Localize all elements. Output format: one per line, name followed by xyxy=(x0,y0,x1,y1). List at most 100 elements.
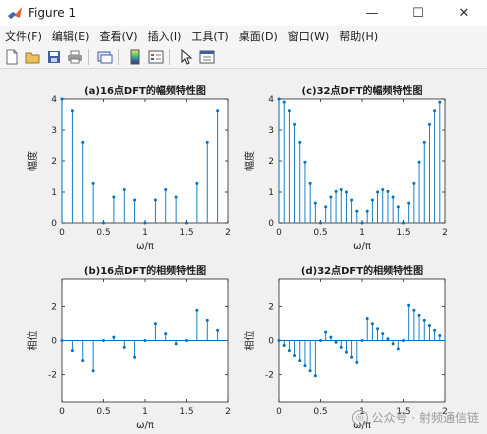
stem-marker xyxy=(402,221,405,225)
link-plot-icon[interactable] xyxy=(96,48,114,66)
stem-marker xyxy=(407,201,411,205)
y-tick-label: 4 xyxy=(268,95,274,105)
stem-marker xyxy=(334,189,338,193)
title-bar: Figure 1 — ☐ ✕ xyxy=(0,0,487,26)
stem-marker xyxy=(164,188,168,192)
window-title: Figure 1 xyxy=(28,6,77,20)
stem-marker xyxy=(60,339,64,342)
stem-marker xyxy=(205,318,209,322)
stem-marker xyxy=(412,308,416,312)
y-tick-label: 0 xyxy=(268,337,274,347)
close-button[interactable]: ✕ xyxy=(458,5,470,21)
menu-insert[interactable]: 插入(I) xyxy=(147,29,182,43)
stem-marker xyxy=(433,328,437,332)
stem-marker xyxy=(402,339,405,342)
chart-3: 0 0.5 1 1.5 2 2 0 -2 (b)16点DFT的相频特性图 ω/π 相位 xyxy=(26,264,231,431)
stem-marker xyxy=(391,342,395,346)
stem-marker xyxy=(417,313,421,317)
window-controls: — ☐ ✕ xyxy=(349,0,487,26)
stem-marker xyxy=(396,205,400,209)
stem-marker xyxy=(298,140,302,144)
x-tick-label: 1 xyxy=(142,407,148,417)
maximize-button[interactable]: ☐ xyxy=(412,5,424,21)
y-tick-label: 2 xyxy=(51,157,57,167)
stem-marker xyxy=(102,339,105,342)
menu-window[interactable]: 窗口(W) xyxy=(287,29,330,43)
stem-marker xyxy=(365,209,369,213)
x-tick-label: 1 xyxy=(142,228,148,238)
stem-marker xyxy=(422,318,426,322)
stem-marker xyxy=(370,198,374,202)
stem-marker xyxy=(339,188,343,192)
stem-marker xyxy=(355,360,359,364)
wechat-logo-icon: ◎ xyxy=(351,409,368,426)
insert-legend-icon[interactable] xyxy=(147,48,165,66)
stem-marker xyxy=(433,109,437,113)
stem-marker xyxy=(195,308,199,312)
stem-marker xyxy=(427,323,431,327)
property-inspector-icon[interactable] xyxy=(198,48,216,66)
insert-colorbar-icon[interactable] xyxy=(126,48,144,66)
y-tick-label: 3 xyxy=(268,126,274,136)
stem-marker xyxy=(376,190,380,194)
y-tick-label: -2 xyxy=(265,371,274,381)
stem-marker xyxy=(329,335,333,339)
stem-marker xyxy=(370,322,374,326)
stem-marker xyxy=(407,303,411,307)
menu-desktop[interactable]: 桌面(D) xyxy=(238,29,278,43)
stem-marker xyxy=(303,364,307,368)
chart-title: (d)32点DFT的相频特性图 xyxy=(301,264,423,277)
x-tick-label: 1.5 xyxy=(179,228,193,238)
menu-help[interactable]: 帮助(H) xyxy=(339,29,379,43)
stem-marker xyxy=(91,181,95,185)
x-tick-label: 0 xyxy=(276,228,282,238)
x-tick-label: 0 xyxy=(59,407,65,417)
menu-view[interactable]: 查看(V) xyxy=(99,29,138,43)
menu-edit[interactable]: 编辑(E) xyxy=(51,29,90,43)
open-file-icon[interactable] xyxy=(24,48,42,66)
stem-marker xyxy=(216,109,220,113)
y-axis-label: 幅度 xyxy=(243,151,256,171)
watermark-text: 公众号 · 射频通信链 xyxy=(371,411,479,425)
figure-canvas[interactable]: 0 0.5 1 1.5 2 0 1 2 3 4 (a)16点DFT的幅频特性图 ω/π 幅度 0 0.5 1 1… xyxy=(0,69,487,434)
stem-marker xyxy=(112,195,116,199)
x-tick-label: 2 xyxy=(225,407,231,417)
stem-marker xyxy=(153,198,157,202)
minimize-button[interactable]: — xyxy=(365,5,379,21)
y-tick-label: 0 xyxy=(51,219,57,229)
edit-plot-icon[interactable] xyxy=(177,48,195,66)
y-tick-label: -2 xyxy=(48,371,57,381)
stem-marker xyxy=(143,339,147,342)
save-icon[interactable] xyxy=(45,48,63,66)
stem-marker xyxy=(91,369,95,373)
stem-marker xyxy=(376,327,380,331)
stem-marker xyxy=(282,100,286,104)
stem-marker xyxy=(293,122,297,126)
new-figure-icon[interactable] xyxy=(3,48,21,66)
x-tick-label: 2 xyxy=(225,228,231,238)
print-icon[interactable] xyxy=(66,48,84,66)
y-tick-label: 1 xyxy=(268,188,274,198)
stem-marker xyxy=(133,198,137,202)
y-tick-label: 3 xyxy=(51,126,57,136)
y-axis-label: 幅度 xyxy=(26,151,39,171)
chart-1: 0 0.5 1 1.5 2 0 1 2 3 4 (a)16点DFT的幅频特性图 ω/π 幅度 xyxy=(26,84,231,252)
stem-marker xyxy=(355,209,359,213)
x-tick-label: 1.5 xyxy=(396,407,410,417)
y-tick-label: 1 xyxy=(51,188,57,198)
stem-marker xyxy=(205,140,209,144)
stem-marker xyxy=(412,181,416,185)
stem-marker xyxy=(174,342,178,346)
stem-marker xyxy=(70,109,74,113)
stem-marker xyxy=(282,343,286,347)
menu-file[interactable]: 文件(F) xyxy=(5,29,42,43)
stem-marker xyxy=(386,337,390,341)
menu-bar: 文件(F) 编辑(E) 查看(V) 插入(I) 工具(T) 桌面(D) 窗口(W… xyxy=(0,26,487,45)
stem-marker xyxy=(422,140,426,144)
stem-marker xyxy=(381,188,385,192)
stem-marker xyxy=(329,195,333,199)
stem-marker xyxy=(365,317,369,321)
y-tick-label: 4 xyxy=(51,95,57,105)
menu-tools[interactable]: 工具(T) xyxy=(191,29,229,43)
figure-plots[interactable]: 0 0.5 1 1.5 2 0 1 2 3 4 (a)16点DFT的幅频特性图 ω/π 幅度 0 0.5 1 1… xyxy=(0,69,487,434)
